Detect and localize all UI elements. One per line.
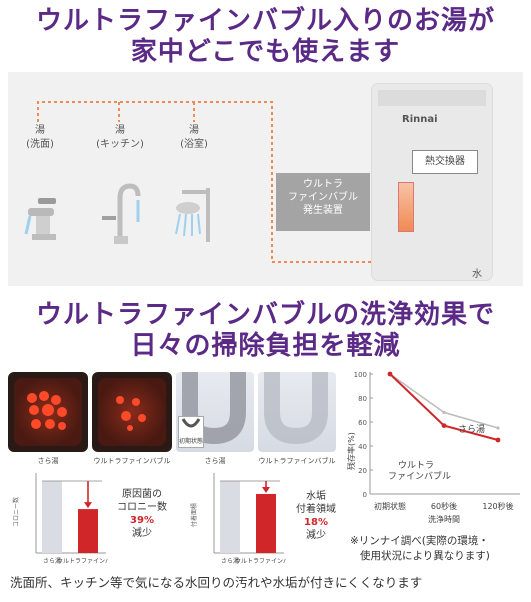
series-label-plain: さら湯 [458,424,485,435]
pipe-plain-water-photo [176,372,254,452]
y-tick-5: 100 [354,371,367,379]
bacteria-xlabel-1: ウルトラファインバブル [57,557,108,565]
headline-top-line1: ウルトラファインバブル入りのお湯が [35,6,495,36]
pipe-inset-caption: 初期状態 [178,438,203,445]
bacteria-arrow-head [84,502,92,509]
series-1-point-1 [441,423,447,428]
faucet-label-washroom: 湯 (洗面) [26,125,54,150]
bacteria-note: 原因菌の コロニー数 39% 減少 [117,489,167,539]
headline-top-line2: 家中どこでも使えます [130,37,401,67]
scale-bar-1 [256,493,276,553]
x-tick-1: 60秒後 [431,501,457,511]
heater-brand-logo: Rinnai [402,114,438,125]
y-tick-4: 80 [358,395,367,403]
kitchen-faucet-icon [102,183,141,244]
series-1-point-2 [495,437,501,443]
washbasin-faucet-icon [24,198,56,240]
series-label-fb-2: ファインバブル [388,470,451,482]
pipe-inset-initial [178,416,204,448]
y-tick-3: 60 [358,419,367,427]
bacteria-ylabel: コロニー数 [12,497,20,527]
residual-rate-line-chart: 残存率(%) 0 20 40 60 80 100 さら湯 ウルトラ ファインバブル 初期状… [346,371,520,524]
faucet-label-kitchen: 湯 (キッチン) [96,125,144,150]
y-tick-0: 0 [363,491,367,499]
line-chart-ylabel: 残存率(%) [346,432,356,470]
pipe-left-caption: さら湯 [204,457,226,465]
y-tick-1: 20 [358,467,367,475]
series-1-point-0 [387,371,393,377]
headline-middle-line1: ウルトラファインバブルの洗浄効果で [35,300,495,330]
bacteria-bar-0 [42,481,62,553]
series-0-point-1 [442,410,446,414]
water-label: 水 [472,269,482,280]
bottom-caption: 洗面所、キッチン等で気になる水回りの汚れや水垢が付きにくくなります [10,575,423,590]
scale-bar-0 [220,481,240,553]
line-chart-xlabel: 洗浄時間 [428,514,460,524]
x-tick-2: 120秒後 [482,501,513,511]
bacteria-bar-1 [78,509,98,553]
series-0-point-2 [496,426,500,430]
petri-dish-fine-bubble-photo [92,372,172,452]
bacteria-xlabel-0: さら湯 [43,557,61,565]
faucet-label-bath: 湯 (浴室) [180,125,208,150]
scale-note: 水垢 付着領域 18% 減少 [296,491,336,541]
petri-left-caption: さら湯 [37,457,59,465]
footnote: ※リンナイ調べ(実際の環境・ 使用状況により異なります) [350,535,490,562]
petri-dish-plain-water-photo [8,372,88,452]
bacteria-bar-chart: コロニー数 さら湯 ウルトラファインバブル [12,473,108,565]
pipe-right-caption: ウルトラファインバブル [258,457,336,465]
y-tick-2: 40 [358,443,367,451]
pipe-fine-bubble-photo [258,372,336,452]
scale-xlabel-1: ウルトラファインバブル [235,557,286,565]
series-line-0 [389,373,499,429]
shower-icon [175,188,210,242]
scale-arrow-head [262,486,270,493]
headline-middle-line2: 日々の掃除負担を軽減 [130,331,401,361]
fine-bubble-generator-box: ウルトラ ファインバブル 発生装置 [276,173,370,231]
bubble-module [398,182,414,232]
scale-ylabel: 付着面積 [190,503,198,527]
series-label-fb-1: ウルトラ [398,460,434,471]
heat-exchanger-box: 熱交換器 [412,150,478,174]
water-heater-unit: Rinnai [372,84,492,280]
scale-bar-chart: 付着面積 さら湯 ウルトラファインバブル [190,473,286,565]
x-tick-0: 初期状態 [374,501,406,511]
plumbing-diagram: 湯 (洗面) 湯 (キッチン) 湯 (浴室) ウルトラ ファインバブル 発生装置 Ri… [8,72,523,286]
petri-right-caption: ウルトラファインバブル [93,457,171,465]
scale-xlabel-0: さら湯 [221,557,239,565]
